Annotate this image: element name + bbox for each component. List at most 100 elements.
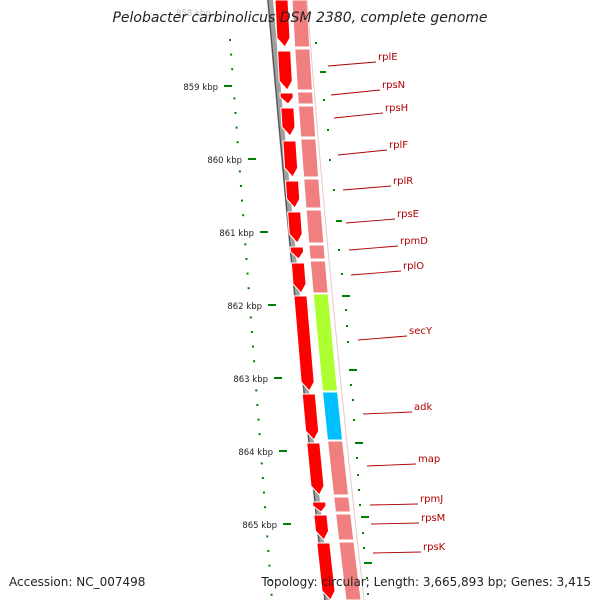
tick-dot	[336, 220, 342, 222]
tick-dot	[329, 159, 331, 161]
gene-ribbon-rpsN	[297, 91, 314, 105]
cds-arrow-8	[290, 262, 307, 294]
cds-arrow-6	[287, 211, 303, 244]
tick-dot	[270, 593, 273, 596]
gc-ticks	[229, 39, 372, 596]
gene-label-rpsK: rpsK	[423, 542, 446, 553]
tick-dot	[327, 129, 329, 131]
gene-label-rpsH: rpsH	[385, 103, 408, 114]
cds-arrow-10	[301, 393, 320, 441]
tick-dot	[264, 506, 267, 509]
tick-dot	[257, 418, 260, 421]
tick-dot	[261, 477, 264, 479]
tick-dot	[345, 309, 347, 311]
cds-arrow-2	[279, 92, 294, 105]
tick-dot	[363, 547, 365, 549]
tick-dot	[364, 562, 372, 564]
gene-ribbon-rplF	[300, 138, 320, 178]
gene-ribbon-rplE	[294, 48, 313, 91]
tick-dot	[342, 295, 350, 297]
cds-arrow-7	[289, 246, 305, 260]
ruler-label-faded: 858 kbp	[176, 9, 211, 19]
gene-ribbon	[291, 0, 365, 600]
tick-dot	[236, 141, 239, 144]
cds-arrow-12	[312, 501, 327, 513]
gene-leader-line	[370, 522, 420, 525]
tick-dot	[361, 516, 369, 518]
gene-label-adk: adk	[414, 402, 432, 413]
tick-dot	[347, 341, 349, 343]
cds-arrow-4	[282, 140, 299, 178]
gene-ribbon-map	[327, 440, 350, 496]
ruler-label: 861 kbp	[219, 229, 254, 239]
ruler-label: 859 kbp	[183, 83, 218, 93]
tick-dot	[355, 442, 363, 444]
topology-text: Topology: circular; Length: 3,665,893 bp…	[261, 575, 591, 589]
gene-ribbon-rpmJ	[333, 496, 352, 513]
cds-arrow-14	[316, 542, 336, 600]
ruler-label: 860 kbp	[207, 156, 242, 166]
cds-arrow-9	[293, 295, 315, 392]
gene-label-secY: secY	[409, 326, 433, 337]
tick-dot	[234, 112, 237, 114]
accession-text: Accession: NC_007498	[9, 575, 146, 589]
tick-dot	[341, 273, 343, 275]
gene-leader-line	[327, 61, 377, 67]
ruler: 859 kbp 860 kbp 861 kbp 862 kbp 863 kbp 864 k…	[176, 9, 291, 531]
gene-leader-line	[369, 503, 419, 506]
tick-dot	[249, 316, 252, 319]
gene-label-rpsE: rpsE	[397, 209, 419, 220]
cds-arrow-13	[313, 514, 330, 541]
gene-label-map: map	[418, 454, 440, 465]
tick-dot	[333, 189, 335, 191]
gene-label-rplE: rplE	[378, 52, 398, 63]
gene-ribbon-rplE	[291, 0, 311, 48]
gene-ribbon-rplR	[303, 178, 322, 209]
tick-dot	[244, 243, 247, 246]
gene-label-rpmD: rpmD	[400, 236, 428, 247]
gene-leader-line	[366, 463, 417, 467]
gene-leader-line	[348, 245, 399, 251]
tick-dot	[245, 258, 248, 260]
tick-dot	[358, 489, 360, 491]
gene-leader-line	[372, 551, 422, 554]
tick-dot	[357, 474, 359, 476]
tick-dot	[238, 170, 241, 173]
tick-dot	[260, 462, 263, 465]
cds-arrow-0	[274, 0, 291, 48]
gene-leader-line	[337, 149, 388, 156]
tick-dot	[350, 384, 352, 386]
tick-dot	[229, 39, 231, 41]
gene-leader-line	[330, 89, 381, 96]
tick-dot	[242, 214, 245, 217]
tick-dot	[359, 504, 361, 506]
cds-arrow-1	[277, 50, 293, 91]
gene-leader-line	[362, 411, 413, 415]
ruler-label: 865 kbp	[242, 521, 277, 531]
gene-leader-line	[357, 335, 408, 341]
gene-labels: rplE rpsN rpsH rplF rplR rpsE rpmD rplO secY adk m…	[327, 52, 446, 554]
gene-leader-line	[333, 112, 384, 119]
gene-leader-line	[342, 185, 392, 191]
tick-dot	[366, 577, 368, 579]
tick-dot	[250, 331, 253, 333]
cds-arrow-11	[306, 442, 325, 496]
ruler-label: 862 kbp	[227, 302, 262, 312]
gene-ribbon-rpsE	[305, 209, 325, 244]
tick-dot	[367, 593, 369, 595]
tick-dot	[253, 360, 256, 363]
tick-dot	[255, 389, 258, 392]
gene-ribbon-rpsM	[335, 513, 355, 541]
tick-dot	[266, 535, 269, 538]
gene-ribbon-edge	[306, 0, 365, 600]
tick-dot	[256, 404, 259, 406]
gene-label-rpsM: rpsM	[421, 513, 445, 524]
tick-dot	[323, 99, 325, 101]
tick-dot	[268, 564, 271, 567]
gene-label-rpsN: rpsN	[382, 80, 405, 91]
tick-dot	[362, 532, 364, 534]
tick-dot	[239, 185, 242, 187]
tick-dot	[349, 369, 357, 371]
tick-dot	[258, 433, 261, 436]
